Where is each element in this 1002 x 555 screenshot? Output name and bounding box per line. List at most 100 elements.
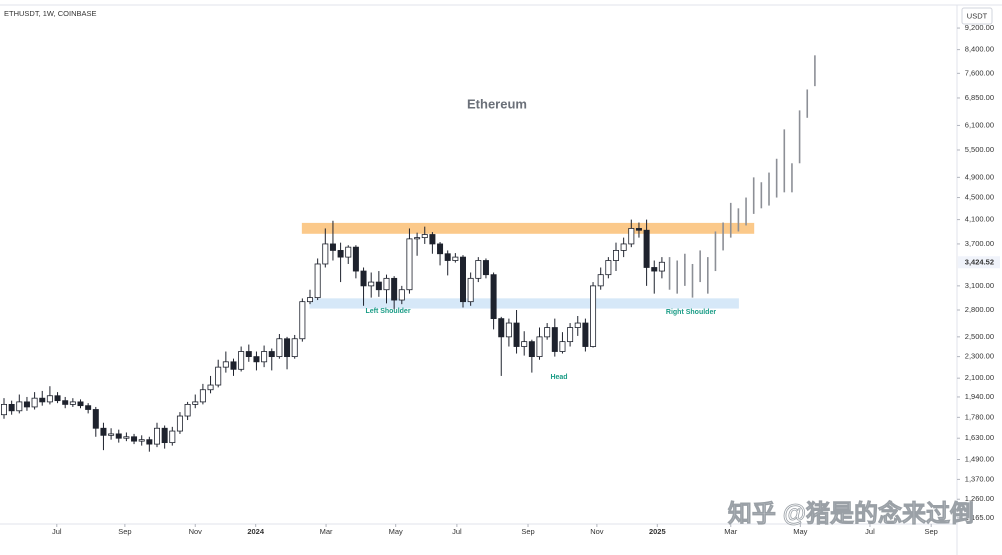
candle-body [92, 409, 99, 429]
candle-body [567, 327, 574, 343]
candle-body [597, 274, 604, 287]
candle-body [261, 351, 268, 363]
candle-body [536, 336, 543, 358]
candle-body [651, 267, 658, 272]
y-tick-label: 1,780.00 [965, 412, 994, 421]
x-tick-label: Mar [320, 527, 333, 536]
currency-box [961, 7, 993, 25]
watermark: 知乎 @猪是的念来过倒 [728, 499, 974, 527]
candle-body [291, 338, 298, 358]
candle-body [414, 237, 421, 240]
y-tick-label: 6,100.00 [965, 120, 994, 129]
candle-body [245, 351, 252, 358]
candle-body [352, 246, 359, 272]
x-tick-label: Sep [118, 527, 131, 536]
zone [309, 298, 739, 309]
candle-body [345, 246, 352, 258]
x-tick-label: Sep [925, 527, 938, 536]
candle-body [505, 322, 512, 338]
zone [301, 222, 755, 234]
candle-body [459, 256, 466, 303]
candle-body [276, 338, 283, 358]
candle-body [131, 436, 138, 442]
y-tick-label: 1,370.00 [965, 474, 994, 483]
annotation: Right Shoulder [666, 309, 716, 316]
candle-body [643, 229, 650, 268]
last-price-label: 3,424.52 [965, 257, 994, 266]
candle-body [490, 274, 497, 320]
candle-body [16, 401, 23, 412]
candle-body [528, 341, 535, 358]
candle-body [383, 277, 390, 291]
candle-body [437, 243, 444, 255]
y-tick-label: 3,100.00 [965, 281, 994, 290]
x-tick-label: Nov [189, 527, 203, 536]
candle-body [582, 322, 589, 347]
candle-body [153, 427, 160, 445]
y-tick-label: 1,260.00 [965, 494, 994, 503]
x-tick-label: Jul [52, 527, 62, 536]
y-tick-label: 5,500.00 [965, 145, 994, 154]
candle-body [544, 327, 551, 338]
candle-body [444, 253, 451, 261]
y-tick-label: 4,500.00 [965, 193, 994, 202]
annotation: Left Shoulder [365, 308, 410, 315]
y-tick-label: 1,630.00 [965, 433, 994, 442]
currency-label: USDT [967, 11, 988, 20]
candle-body [421, 234, 428, 239]
candle-body [605, 260, 612, 276]
candle-body [329, 243, 336, 251]
candle-body [368, 281, 375, 287]
candle-body [222, 361, 229, 368]
candle-body [284, 338, 291, 358]
candle-body [322, 243, 329, 265]
candle-body [658, 261, 665, 272]
candle-body [169, 430, 176, 444]
candle-body [613, 250, 620, 261]
y-tick-label: 2,800.00 [965, 305, 994, 314]
candle-body [192, 401, 199, 405]
candle-body [635, 228, 642, 231]
candle-body [452, 256, 459, 261]
x-tick-label: Mar [724, 527, 737, 536]
candle-body [314, 263, 321, 299]
candle-body [0, 403, 7, 416]
x-tick-label: May [389, 527, 403, 536]
candle-body [115, 433, 122, 439]
y-tick-label: 6,850.00 [965, 93, 994, 102]
candle-body [299, 301, 306, 340]
y-tick-label: 2,300.00 [965, 352, 994, 361]
candle-body [429, 234, 436, 245]
candle-body [215, 366, 222, 386]
candle-body [574, 322, 581, 328]
candle-body [184, 403, 191, 417]
candle-body [77, 401, 84, 407]
y-tick-label: 2,500.00 [965, 332, 994, 341]
candle-body [85, 405, 92, 410]
y-tick-label: 9,200.00 [965, 23, 994, 32]
candle-body [176, 415, 183, 432]
candle-body [138, 439, 145, 442]
candle-body [406, 238, 413, 291]
candle-body [100, 427, 107, 436]
x-tick-label: Sep [521, 527, 534, 536]
candle-body [375, 281, 382, 291]
candle-body [69, 401, 76, 405]
candle-body [23, 401, 30, 408]
candle-body [513, 322, 520, 347]
candle-body [498, 318, 505, 338]
candle-body [467, 277, 474, 303]
candle-body [39, 397, 46, 403]
candle-body [238, 351, 245, 370]
y-tick-label: 4,100.00 [965, 215, 994, 224]
chart-title: Ethereum [467, 96, 527, 111]
y-tick-label: 1,940.00 [965, 392, 994, 401]
candle-body [199, 389, 206, 403]
y-tick-label: 4,900.00 [965, 172, 994, 181]
candle-body [398, 289, 405, 301]
candle-body [268, 351, 275, 358]
candle-body [230, 361, 237, 370]
candle-body [46, 395, 53, 403]
candle-body [360, 270, 367, 287]
candle-body [8, 403, 15, 412]
